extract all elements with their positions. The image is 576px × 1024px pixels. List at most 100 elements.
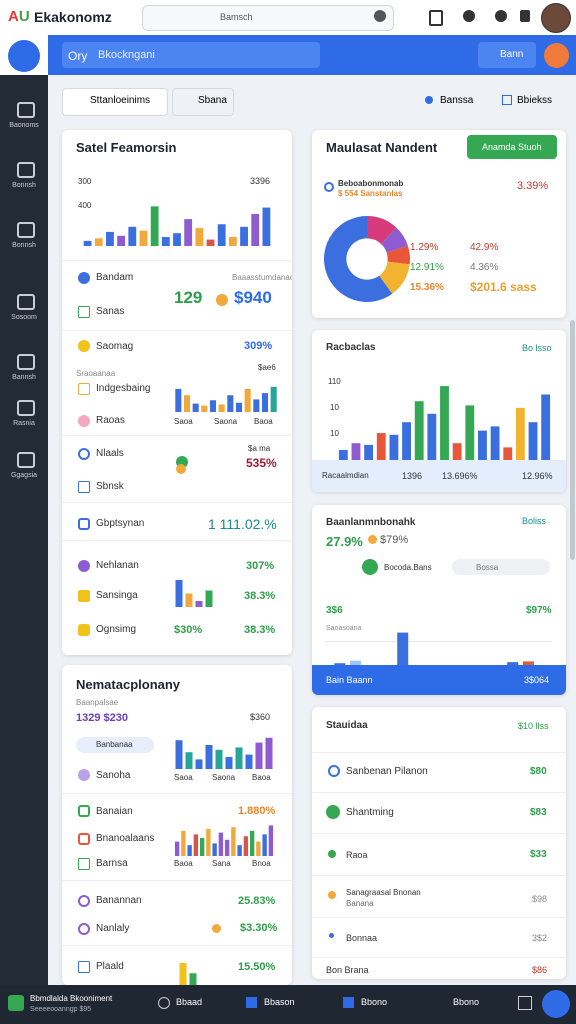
link[interactable]: Bo lsso [522,343,552,353]
value: 307% [246,560,275,572]
pill[interactable] [452,559,550,575]
bar [94,238,103,246]
card: Satel Feamorsin 300 400 3396 Bandam Baaa… [62,130,292,655]
search-box[interactable] [142,5,394,31]
sidebar-icon[interactable] [17,400,35,416]
sidebar-icon[interactable] [17,102,35,118]
bar [507,662,519,665]
tab-label: Sbana [198,95,227,106]
tab[interactable] [62,88,168,116]
action[interactable]: Banssa [440,95,474,106]
icon[interactable] [520,10,530,22]
bar [217,224,226,246]
sidebar-label[interactable]: Bannsh [12,374,36,381]
value: 3$2 [532,933,548,943]
action[interactable]: Bbiekss [517,95,553,106]
stat: 27.9% [326,534,363,549]
value: 1 111.02.% [208,516,277,532]
sidebar-label[interactable]: Ggagsia [10,472,38,479]
bar [240,226,248,246]
bar [528,422,538,460]
nav-item[interactable]: Bbason [264,997,295,1007]
bar [440,386,449,460]
stat: 129 [174,288,203,307]
icon [78,961,90,973]
bar [478,430,487,460]
sidebar-icon[interactable] [17,162,35,178]
icon[interactable] [429,10,443,26]
bar [206,829,211,856]
avatar[interactable] [541,3,571,33]
icon[interactable] [495,10,507,22]
pill[interactable] [76,737,154,753]
sidebar-label[interactable]: Sosoom [11,314,37,321]
sidebar-label[interactable]: Rasnia [13,420,35,427]
filter-value: Bkockngani [98,49,155,61]
value: 38.3% [244,590,276,602]
bar [465,405,475,460]
bar [106,231,114,246]
sidebar-label[interactable]: Bonnsh [12,242,36,249]
bar [427,413,437,460]
icon [78,624,90,636]
bar [187,845,192,856]
axis-label: 400 [78,201,92,210]
icon [78,306,90,318]
bar [265,737,273,769]
value: 535% [246,456,277,470]
value: $83 [530,807,547,818]
bar [184,219,193,246]
scrollbar[interactable] [570,320,575,560]
fab[interactable] [542,990,570,1018]
notification[interactable] [544,43,569,68]
bar [185,593,193,607]
header-button-label: Bann [500,49,524,60]
bar [195,228,204,246]
axis-label: 300 [78,177,92,186]
filter[interactable] [62,42,320,68]
peak-label: 3396 [250,176,271,186]
sidebar-icon[interactable] [17,452,35,468]
bar [173,233,181,246]
icon[interactable] [374,10,386,22]
bar [201,405,208,412]
icon [246,997,257,1008]
menu-button[interactable] [8,40,40,72]
bar [253,399,260,412]
value: 1.880% [238,805,276,817]
nav-item[interactable]: Bbono [361,997,388,1007]
sidebar-label[interactable]: Bonnsh [12,182,36,189]
pill-label: Banbanaa [96,740,133,749]
bar-chart [175,737,273,769]
row-label: Nanlaly [96,923,130,934]
icon [176,464,186,474]
sidebar-label[interactable]: Baonoms [9,122,39,129]
row-label: Sansinga [96,590,138,601]
value: $30% [174,624,203,636]
link[interactable]: Boliss [522,516,547,526]
sidebar-icon[interactable] [17,294,35,310]
header-button[interactable] [478,42,536,68]
icon[interactable] [463,10,475,22]
row-label: Saomag [96,341,134,352]
bar [218,404,225,412]
nav-item[interactable]: Bbono [453,997,480,1007]
tag: Bocoda.Bans [384,563,432,572]
bar [503,447,513,460]
bar-chart [83,206,271,246]
icon [78,923,90,935]
sidebar-icon[interactable] [17,222,35,238]
row-label: Shantming [346,807,394,818]
divider [312,792,566,793]
link[interactable]: $10 llss [518,721,549,731]
row-label: Bnanoalaans [96,833,155,844]
tab[interactable] [172,88,234,116]
sidebar-icon[interactable] [17,354,35,370]
stat: $79% [380,534,409,546]
bar [224,839,230,856]
bar [181,830,186,856]
row-label: Sanoha [96,770,131,781]
button[interactable] [467,135,557,159]
icon [216,294,228,306]
nav-item[interactable]: Bbaad [176,997,203,1007]
